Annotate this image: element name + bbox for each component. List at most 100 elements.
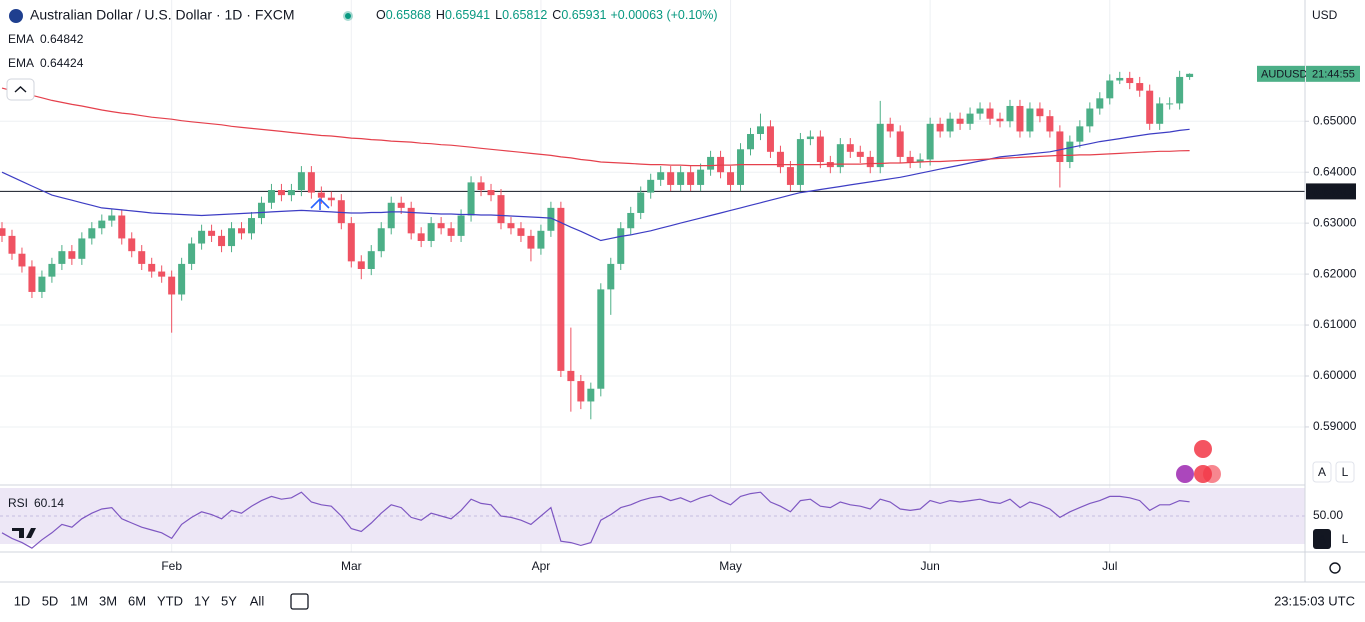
x-tick-label: Jun <box>920 559 939 573</box>
y-tick-label: 0.65000 <box>1313 113 1357 127</box>
candle-body <box>1146 90 1154 124</box>
candle-body <box>208 230 216 236</box>
ohlc-label: H <box>436 8 445 22</box>
candle-body <box>896 131 904 157</box>
candle-body <box>986 108 994 119</box>
candle-body <box>218 235 226 247</box>
axis-button-bg[interactable] <box>1313 529 1331 549</box>
timeframe-button[interactable]: 5D <box>42 593 59 608</box>
timeframe-button[interactable]: 6M <box>128 593 146 608</box>
candle-body <box>966 113 974 124</box>
grid <box>0 0 1305 552</box>
rsi-title: RSI <box>8 496 28 510</box>
collapse-icon <box>14 86 27 93</box>
candle-body <box>587 388 595 402</box>
candle-body <box>128 238 136 252</box>
candle-body <box>228 228 236 247</box>
axis-button-bg[interactable] <box>1312 461 1332 483</box>
timeframe-button[interactable]: 1Y <box>194 593 210 608</box>
x-tick-label: Feb <box>161 559 182 573</box>
candle-body <box>437 223 445 229</box>
candle-body <box>906 156 914 163</box>
candle-body <box>457 215 465 236</box>
candle-body <box>956 118 964 124</box>
candle-body <box>198 230 206 244</box>
x-tick-label: Apr <box>532 559 551 573</box>
y-tick-label: 0.62000 <box>1313 266 1357 280</box>
candle-body <box>0 228 6 236</box>
candle-body <box>477 182 485 191</box>
candle-body <box>507 223 515 229</box>
axis-button[interactable]: L <box>1342 532 1349 546</box>
timeframe-button[interactable]: 5Y <box>221 593 237 608</box>
candle-body <box>1016 105 1024 132</box>
ohlc-value: 0.65812 <box>502 8 547 22</box>
candle-body <box>976 108 984 114</box>
candle-body <box>747 133 754 150</box>
candle-body <box>1026 108 1034 132</box>
candle-body <box>756 126 764 134</box>
candle-body <box>637 192 645 213</box>
event-flag[interactable] <box>1194 440 1212 458</box>
candle-body <box>168 276 176 295</box>
candle-body <box>337 200 345 224</box>
axis-button[interactable]: A <box>1318 465 1326 479</box>
candle-body <box>467 182 475 216</box>
ohlc-label: L <box>495 8 502 22</box>
overlay: EMA 0.64842 EMA 0.64424 RSI 60.14 A A L L 1D 5D 1M 3M… <box>6 9 1355 610</box>
axis-button-bg[interactable] <box>1336 529 1354 549</box>
candle-body <box>138 251 146 264</box>
candle-body <box>667 172 675 185</box>
candle-body <box>916 159 924 163</box>
candle-body <box>18 253 26 267</box>
event-flag[interactable] <box>1203 465 1221 483</box>
candle-body <box>796 139 804 185</box>
symbol-label: AUDUSD <box>1261 69 1308 81</box>
indicator-line <box>1 87 1190 167</box>
candle-body <box>118 215 126 239</box>
candle-body <box>647 179 655 193</box>
axis-button[interactable]: L <box>1342 465 1349 479</box>
date-range-icon[interactable] <box>290 593 309 610</box>
timeframe-button[interactable]: 1D <box>14 593 31 608</box>
candle-body <box>108 215 116 221</box>
candle-body <box>627 212 635 229</box>
candle-body <box>307 172 315 193</box>
candle-body <box>856 151 864 157</box>
candle-body <box>597 289 605 389</box>
candle-body <box>78 238 86 259</box>
collapse-button[interactable] <box>6 78 35 101</box>
y-tick-label: 0.64000 <box>1313 164 1357 178</box>
candle-body <box>317 192 325 198</box>
candle-body <box>727 172 735 185</box>
candle-body <box>766 126 774 152</box>
timeframe-button[interactable]: 1M <box>70 593 88 608</box>
axes: Feb Mar Apr May Jun Jul 0.59000 0.60000 0.61000 0… <box>161 65 1360 573</box>
axis-button[interactable]: A <box>1318 532 1326 546</box>
event-flag[interactable] <box>1176 465 1194 483</box>
candle-body <box>327 197 335 201</box>
rsi-tick-label: 50.00 <box>1313 508 1343 522</box>
currency-button[interactable]: USD <box>1312 8 1338 22</box>
candle-body <box>537 230 545 249</box>
ohlc-value: 0.65941 <box>445 8 490 22</box>
symbol-label-bg <box>1257 65 1305 82</box>
settings-icon[interactable] <box>1329 562 1341 574</box>
candle-body <box>776 151 784 168</box>
y-tick-label: 0.59000 <box>1313 419 1357 433</box>
timeframe-button[interactable]: YTD <box>157 593 183 608</box>
candle-body <box>1176 76 1184 104</box>
candle-body <box>297 172 305 191</box>
hline-label: 0.63623 <box>1312 185 1356 199</box>
timeframe-button[interactable]: 3M <box>99 593 117 608</box>
candle-body <box>557 207 565 371</box>
candle-body <box>1166 103 1174 105</box>
candle-body <box>347 223 355 262</box>
candle-body <box>427 223 435 241</box>
indicator-line <box>1 491 1190 549</box>
y-tick-label: 0.63000 <box>1313 215 1357 229</box>
ohlc-label: O <box>376 8 386 22</box>
timeframe-button[interactable]: All <box>250 593 265 608</box>
axis-button-bg[interactable] <box>1335 461 1355 483</box>
candle-body <box>737 149 745 185</box>
